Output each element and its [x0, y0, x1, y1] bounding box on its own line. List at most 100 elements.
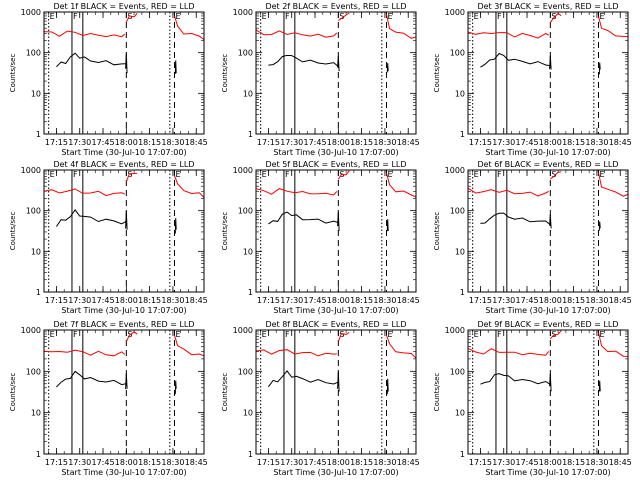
y-tick-label: 10: [31, 89, 41, 98]
panel-title: Det 9f BLACK = Events, RED = LLD: [477, 320, 618, 329]
event-marker-label: F: [73, 330, 78, 339]
series-events-line: [337, 55, 340, 72]
x-tick-label: 18:45: [185, 458, 208, 467]
event-marker-label: E: [50, 330, 55, 339]
panel-title: Det 4f BLACK = Events, RED = LLD: [53, 160, 194, 169]
series-events-line: [386, 378, 389, 395]
x-tick-label: 18:30: [585, 138, 608, 147]
series-lld-line: [43, 188, 125, 197]
x-tick-label: 18:00: [115, 296, 138, 305]
x-tick-label: 17:15: [469, 458, 492, 467]
x-tick-label: 17:45: [303, 296, 326, 305]
panel-title: Det 1f BLACK = Events, RED = LLD: [53, 2, 194, 11]
event-marker-label: E: [175, 330, 180, 339]
x-tick-label: 18:30: [161, 296, 184, 305]
series-events-line: [480, 212, 551, 226]
plot-frame: [43, 11, 205, 135]
y-tick-label: 100: [450, 207, 465, 216]
series-events-line: [174, 380, 177, 395]
x-axis-label: Start Time (30-Jul-10 17:07:00): [61, 468, 186, 477]
series-events-line: [480, 373, 551, 385]
series-events-line: [174, 60, 177, 74]
panel-title: Det 6f BLACK = Events, RED = LLD: [477, 160, 618, 169]
x-tick-label: 17:30: [492, 296, 515, 305]
series-lld-line: [467, 347, 550, 356]
y-axis-label: Counts/sec: [221, 373, 229, 412]
series-events-line: [549, 214, 552, 229]
y-axis-label: Counts/sec: [221, 54, 229, 93]
x-tick-label: 17:45: [515, 138, 538, 147]
x-tick-label: 17:30: [492, 458, 515, 467]
event-marker-label: F: [285, 12, 290, 21]
event-marker-label: S: [551, 170, 556, 179]
x-tick-label: 18:45: [609, 296, 632, 305]
event-marker-label: E: [387, 12, 392, 21]
x-axis-label: Start Time (30-Jul-10 17:07:00): [273, 148, 398, 157]
x-tick-label: 18:00: [115, 458, 138, 467]
x-tick-label: 18:15: [138, 296, 161, 305]
series-events-line: [337, 211, 340, 231]
x-tick-label: 17:15: [257, 138, 280, 147]
series-lld-line: [549, 330, 562, 340]
x-tick-label: 18:30: [161, 458, 184, 467]
series-lld-line: [174, 335, 205, 357]
x-tick-label: 17:15: [45, 458, 68, 467]
x-tick-label: 18:00: [539, 138, 562, 147]
x-axis-label: Start Time (30-Jul-10 17:07:00): [61, 306, 186, 315]
y-axis-label: Counts/sec: [221, 212, 229, 251]
event-marker-label: F: [497, 170, 502, 179]
x-tick-label: 18:15: [350, 296, 373, 305]
y-tick-label: 1: [248, 130, 253, 139]
event-marker-label: E: [50, 170, 55, 179]
y-axis-label: Counts/sec: [9, 373, 17, 412]
x-tick-label: 17:15: [257, 296, 280, 305]
panel-det-2: Det 2f BLACK = Events, RED = LLD 1 10 100 10…: [221, 2, 420, 157]
panel-det-1: Det 1f BLACK = Events, RED = LLD 1 10 100 10…: [9, 2, 208, 157]
x-tick-label: 18:15: [138, 138, 161, 147]
panel-title: Det 7f BLACK = Events, RED = LLD: [53, 320, 194, 329]
series-events-line: [386, 219, 389, 232]
x-axis-label: Start Time (30-Jul-10 17:07:00): [485, 148, 610, 157]
x-tick-label: 17:30: [68, 458, 91, 467]
y-tick-label: 1: [460, 450, 465, 459]
y-tick-label: 1000: [445, 8, 465, 17]
x-tick-label: 17:45: [303, 458, 326, 467]
x-tick-label: 18:45: [397, 138, 420, 147]
y-tick-label: 100: [238, 367, 253, 376]
x-tick-label: 17:30: [280, 296, 303, 305]
y-tick-label: 1000: [445, 326, 465, 335]
x-tick-label: 18:00: [539, 296, 562, 305]
panel-title: Det 8f BLACK = Events, RED = LLD: [265, 320, 406, 329]
series-events-line: [549, 373, 552, 392]
x-axis-label: Start Time (30-Jul-10 17:07:00): [485, 468, 610, 477]
series-events-line: [125, 373, 128, 390]
x-tick-label: 18:30: [373, 296, 396, 305]
event-marker-label: E: [175, 170, 180, 179]
series-events-line: [56, 52, 127, 68]
x-tick-label: 17:30: [280, 458, 303, 467]
x-tick-label: 18:15: [562, 296, 585, 305]
plot-frame: [467, 329, 629, 455]
x-tick-label: 17:45: [91, 296, 114, 305]
x-tick-label: 18:45: [185, 138, 208, 147]
y-tick-label: 10: [243, 89, 253, 98]
event-marker-label: S: [339, 330, 344, 339]
event-marker-label: E: [262, 330, 267, 339]
event-marker-label: E: [474, 170, 479, 179]
panel-det-4: Det 4f BLACK = Events, RED = LLD 1 10 100 10…: [9, 160, 208, 315]
x-tick-label: 17:45: [515, 296, 538, 305]
x-tick-label: 18:00: [115, 138, 138, 147]
series-events-line: [268, 211, 339, 225]
y-tick-label: 100: [26, 49, 41, 58]
y-tick-label: 1: [248, 450, 253, 459]
series-events-line: [598, 221, 601, 231]
series-lld-line: [255, 349, 337, 357]
x-tick-label: 18:45: [397, 458, 420, 467]
series-lld-line: [337, 170, 350, 180]
plot-frame: [43, 169, 205, 293]
y-tick-label: 10: [455, 409, 465, 418]
series-lld-line: [125, 331, 138, 342]
y-tick-label: 100: [238, 49, 253, 58]
x-tick-label: 17:15: [45, 138, 68, 147]
